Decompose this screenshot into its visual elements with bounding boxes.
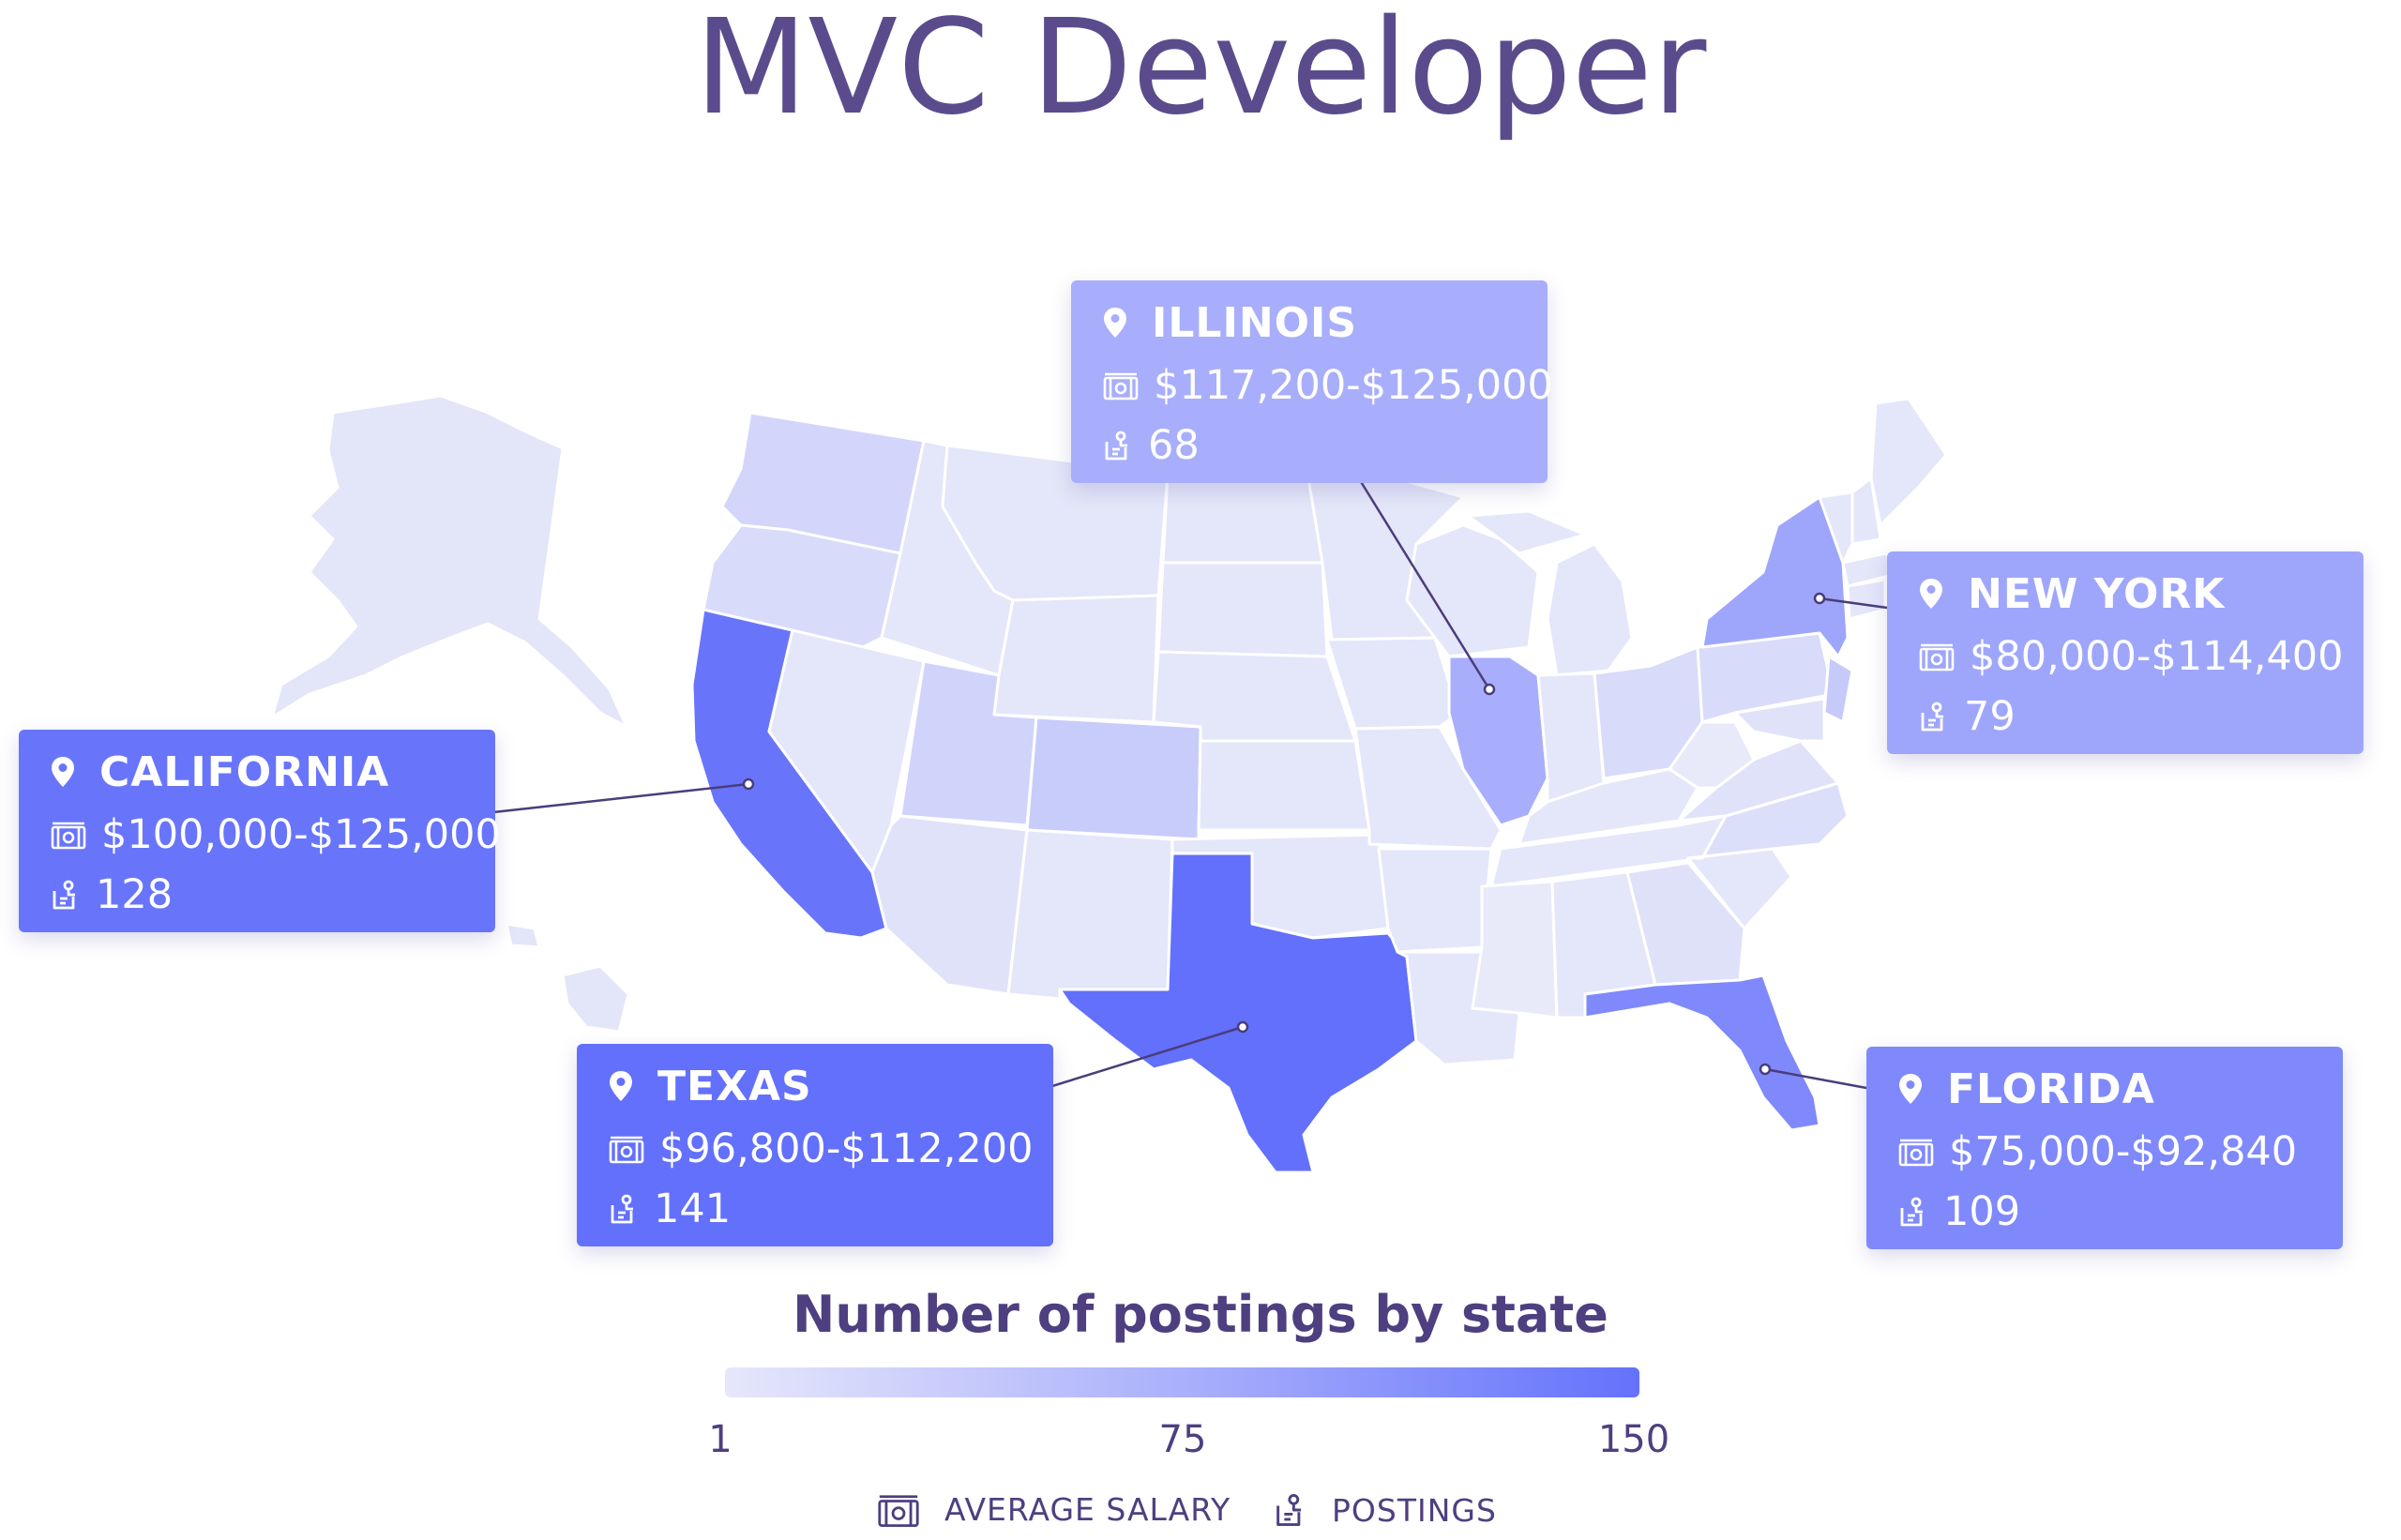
connector-florida — [1764, 1067, 1867, 1090]
callout-state-name: FLORIDA — [1947, 1064, 2155, 1113]
state-new-jersey — [1822, 655, 1854, 724]
state-georgia — [1625, 861, 1746, 987]
state-south-dakota — [1156, 561, 1329, 658]
state-new-mexico — [1006, 828, 1174, 1001]
state-hawaii — [561, 964, 630, 1034]
callout-state-name: CALIFORNIA — [99, 747, 390, 796]
state-alaska — [270, 394, 628, 729]
state-mississippi — [1471, 880, 1559, 1019]
marker-florida — [1759, 1063, 1772, 1076]
location-pin-icon — [610, 1071, 632, 1101]
callout-salary: $96,800-$112,200 — [659, 1125, 1034, 1172]
page-title: MVC Developer — [694, 0, 1707, 144]
legend-mid: 75 — [1158, 1418, 1207, 1461]
callout-postings: 128 — [96, 871, 174, 918]
state-kansas — [1197, 739, 1371, 832]
callout-salary: $75,000-$92,840 — [1949, 1128, 2298, 1175]
money-icon — [1103, 372, 1139, 400]
marker-illinois — [1483, 683, 1496, 696]
legend-color-scale — [725, 1367, 1639, 1397]
callout-state-name: ILLINOIS — [1152, 298, 1358, 347]
key-average-salary-label: AVERAGE SALARY — [944, 1491, 1231, 1528]
connector-illinois — [1358, 479, 1491, 690]
state-arizona — [870, 814, 1029, 996]
state-colorado — [1025, 716, 1202, 841]
money-icon — [51, 822, 86, 850]
callout-state-name: TEXAS — [657, 1062, 812, 1110]
state-arkansas — [1377, 847, 1493, 954]
callout-salary: $117,200-$125,000 — [1154, 362, 1553, 409]
connector-texas — [1051, 1025, 1244, 1088]
postings-icon — [1900, 1197, 1923, 1227]
marker-california — [742, 778, 755, 791]
state-wisconsin — [1405, 523, 1540, 658]
postings-icon — [1105, 430, 1127, 460]
money-icon — [878, 1494, 919, 1527]
marker-texas — [1236, 1020, 1249, 1034]
money-icon — [609, 1136, 644, 1164]
state-maryland — [1733, 697, 1826, 743]
callout-illinois: ILLINOIS $117,200-$125,000 — [1071, 280, 1553, 483]
key-average-salary: AVERAGE SALARY — [877, 1491, 1231, 1528]
state-missouri — [1353, 725, 1503, 851]
connector-california — [492, 782, 749, 814]
state-michigan — [1466, 509, 1634, 677]
state-connecticut — [1846, 578, 1887, 621]
callout-postings: 109 — [1943, 1188, 2021, 1235]
money-icon — [1919, 643, 1955, 672]
state-hawaii-isle — [505, 922, 541, 949]
state-texas — [1058, 852, 1418, 1174]
location-pin-icon — [52, 757, 74, 787]
key-postings: POSTINGS — [1274, 1491, 1497, 1529]
location-pin-icon — [1899, 1074, 1922, 1104]
state-new-york — [1700, 495, 1850, 658]
state-oregon — [702, 523, 902, 649]
location-pin-icon — [1104, 308, 1126, 338]
key-postings-label: POSTINGS — [1332, 1491, 1497, 1529]
callout-texas: TEXAS $96,800-$112,200 — [577, 1044, 1053, 1246]
money-icon — [1898, 1139, 1934, 1167]
location-pin-icon — [1920, 579, 1942, 609]
postings-icon — [53, 880, 75, 910]
legend-min: 1 — [708, 1418, 732, 1461]
callout-california: CALIFORNIA $100,000-$125,000 — [19, 730, 501, 932]
legend-title: Number of postings by state — [793, 1285, 1608, 1344]
connector-newyork — [1819, 596, 1888, 610]
state-florida — [1583, 974, 1821, 1132]
legend-max: 150 — [1597, 1418, 1670, 1461]
callout-postings: 141 — [654, 1185, 732, 1232]
callout-salary: $100,000-$125,000 — [101, 811, 501, 858]
postings-icon — [1276, 1494, 1302, 1526]
state-indiana — [1536, 672, 1606, 804]
marker-newyork — [1813, 592, 1826, 605]
postings-icon — [1921, 702, 1943, 732]
callout-florida: FLORIDA $75,000-$92,840 — [1866, 1047, 2343, 1249]
callout-postings: 68 — [1148, 422, 1200, 469]
postings-icon — [611, 1194, 633, 1224]
state-maine — [1869, 397, 1948, 527]
callout-postings: 79 — [1964, 693, 2016, 740]
callout-newyork: NEW YORK $80,000-$114,400 — [1887, 551, 2363, 754]
state-north-dakota — [1161, 472, 1324, 565]
state-iowa — [1325, 636, 1460, 731]
callout-salary: $80,000-$114,400 — [1970, 633, 2344, 680]
state-wyoming — [992, 594, 1160, 724]
callout-state-name: NEW YORK — [1968, 569, 2226, 618]
